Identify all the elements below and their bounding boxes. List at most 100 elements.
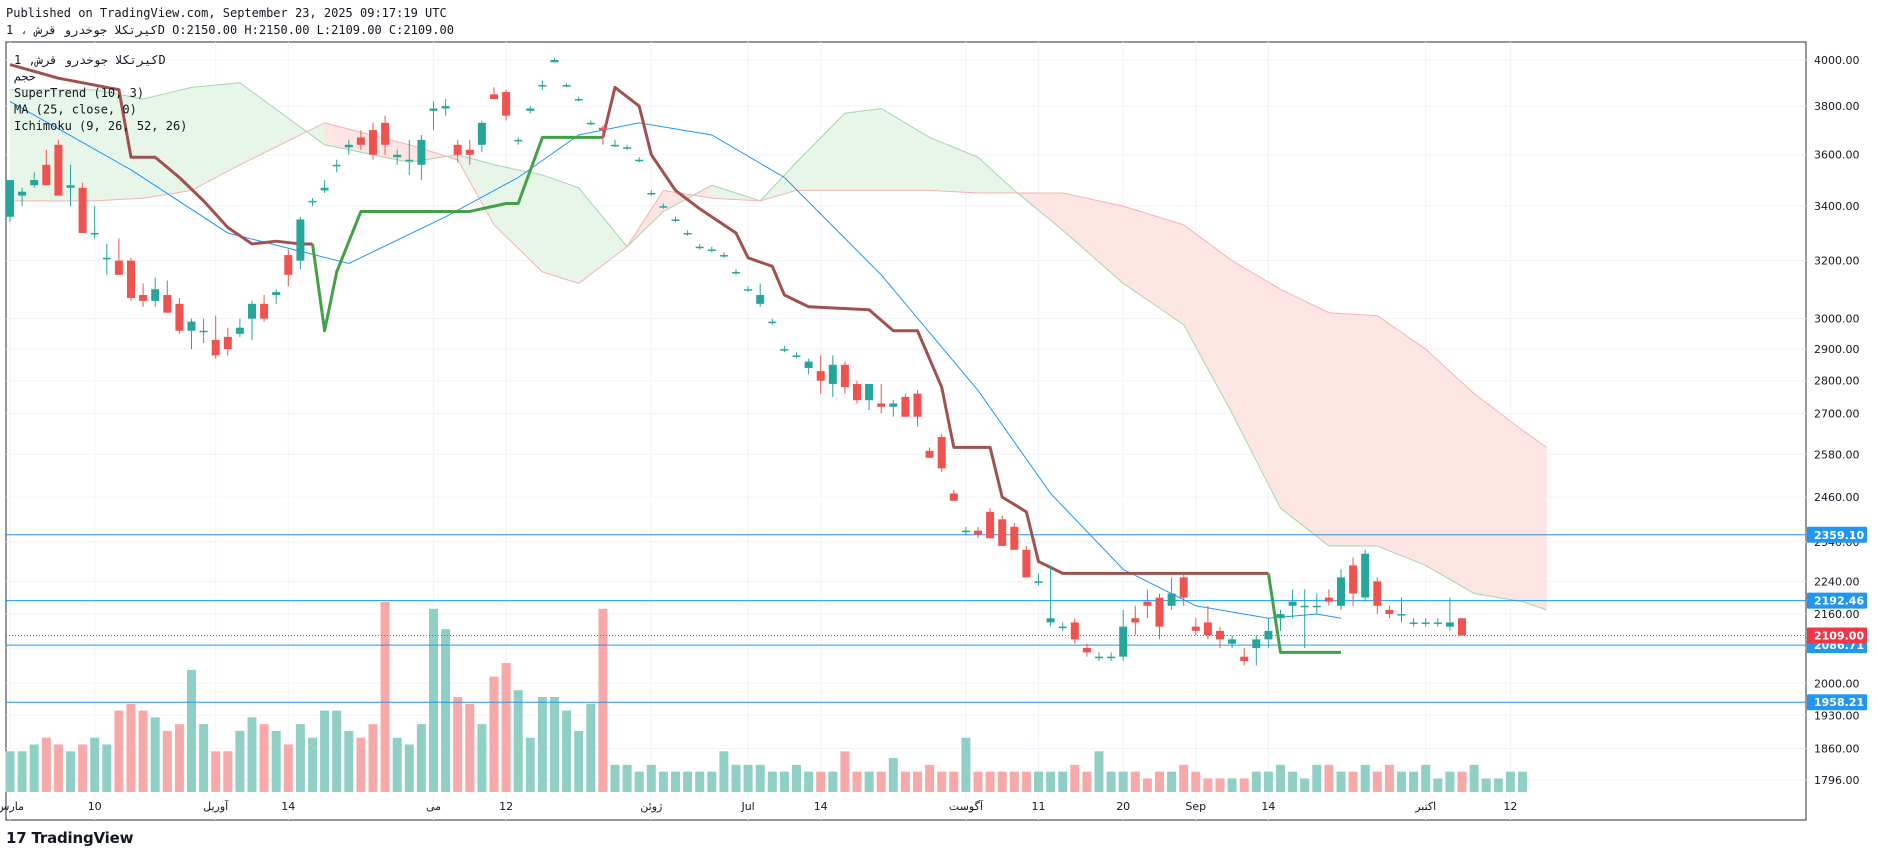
candle-body <box>925 450 934 458</box>
time-tick-label: 14 <box>814 800 828 813</box>
volume-bar <box>695 771 705 792</box>
candle-body <box>1046 618 1055 623</box>
price-tick-label: 3000.00 <box>1814 313 1860 326</box>
candle <box>1252 635 1261 666</box>
time-axis[interactable]: مارس 10 آوریل 14 می 12 ژوئن Jul 14 آگوست 11 20 Sep 14… <box>0 799 1517 813</box>
candle <box>477 120 486 153</box>
candle-body <box>1276 614 1285 619</box>
candle-body <box>54 144 63 196</box>
volume-bar <box>259 724 269 792</box>
candle-body <box>1082 647 1091 653</box>
candle <box>913 390 922 427</box>
candle <box>1276 609 1285 631</box>
candle-body <box>1312 605 1321 608</box>
cloud-segment <box>494 164 543 272</box>
volume-bar <box>465 703 475 792</box>
candle-body <box>538 85 547 87</box>
candle-body <box>889 403 898 407</box>
candle <box>1349 557 1358 606</box>
candle <box>707 246 716 253</box>
candle <box>453 139 462 163</box>
candle <box>393 149 402 165</box>
volume-bar <box>913 771 922 792</box>
time-tick-label: اکتبر <box>1414 800 1436 813</box>
candle <box>780 346 789 353</box>
volume-bar <box>1421 764 1431 792</box>
price-tick-label: 2160.00 <box>1814 608 1860 621</box>
volume-bar <box>174 724 184 792</box>
candle <box>683 230 692 236</box>
candle <box>974 526 982 539</box>
candle-body <box>175 303 184 331</box>
cloud-segment <box>1232 260 1281 509</box>
candle <box>877 383 886 414</box>
candle <box>961 526 970 535</box>
time-tick-label: 20 <box>1116 800 1130 813</box>
candle <box>949 489 958 501</box>
candle <box>1445 597 1454 631</box>
volume-bar <box>126 703 136 792</box>
supertrend-down-segment <box>601 85 1269 575</box>
candle <box>744 286 753 293</box>
volume-bar <box>102 744 112 792</box>
candle <box>1143 589 1152 619</box>
volume-bar <box>816 771 826 792</box>
candle <box>647 190 656 196</box>
volume-bar <box>368 724 378 792</box>
legend: کیرتکلا جوخدرو قرش, 1D حجم SuperTrend (10,… <box>14 53 187 133</box>
volume-bar <box>356 737 366 792</box>
volume-bar <box>937 771 947 792</box>
volume-bar <box>90 737 100 792</box>
candle <box>1433 618 1442 627</box>
candle <box>1155 593 1164 640</box>
candle-body <box>6 180 14 217</box>
ichimoku-cloud <box>10 82 1547 611</box>
volume-bar <box>1070 764 1080 792</box>
volume-bar <box>876 771 886 792</box>
time-tick-label: ژوئن <box>640 800 662 813</box>
candle-body <box>66 185 75 188</box>
candle <box>369 122 377 160</box>
candle-body <box>1155 597 1164 627</box>
candle-body <box>1397 614 1406 616</box>
candle <box>611 139 619 148</box>
volume-bar <box>5 751 15 792</box>
tradingview-logo[interactable]: 17 TradingView <box>6 829 133 847</box>
volume-bar <box>562 710 572 792</box>
candle-body <box>1385 609 1394 615</box>
price-tick-label: 1930.00 <box>1814 709 1860 722</box>
legend-item: حجم <box>14 70 36 84</box>
cloud-segment <box>324 122 410 163</box>
candle-body <box>381 122 390 145</box>
cloud-span-b <box>10 122 1547 448</box>
volume-bar <box>1130 771 1140 792</box>
volume-bar <box>114 710 124 792</box>
candle <box>1034 573 1043 586</box>
volume-bar <box>1384 764 1394 792</box>
candle-body <box>163 295 172 313</box>
candle <box>804 358 813 375</box>
tradingview-logo-text: TradingView <box>31 829 134 847</box>
candle-body <box>804 361 813 368</box>
candle <box>514 137 523 145</box>
volume-bar <box>1445 771 1455 792</box>
time-tick-label: Jul <box>740 800 754 813</box>
price-tick-label: 3400.00 <box>1814 200 1860 213</box>
volume-bar <box>1493 778 1503 792</box>
candle <box>1022 545 1031 578</box>
time-tick-label: 10 <box>88 800 102 813</box>
volume-bar <box>586 703 596 792</box>
price-level-label: 2192.46 <box>1814 595 1864 608</box>
candle <box>635 157 644 163</box>
volume-bar <box>961 737 971 792</box>
price-axis[interactable]: 4000.00 3800.00 3600.00 3400.00 3200.00 3000.… <box>1807 54 1867 787</box>
candle-body <box>1288 601 1297 606</box>
volume-bars <box>5 602 1527 792</box>
volume-bar <box>1409 771 1419 792</box>
volume-bar <box>1058 771 1068 792</box>
candle <box>308 198 317 207</box>
candle <box>998 515 1007 546</box>
price-tick-label: 1796.00 <box>1814 774 1860 787</box>
supertrend-down-segment <box>9 63 313 246</box>
